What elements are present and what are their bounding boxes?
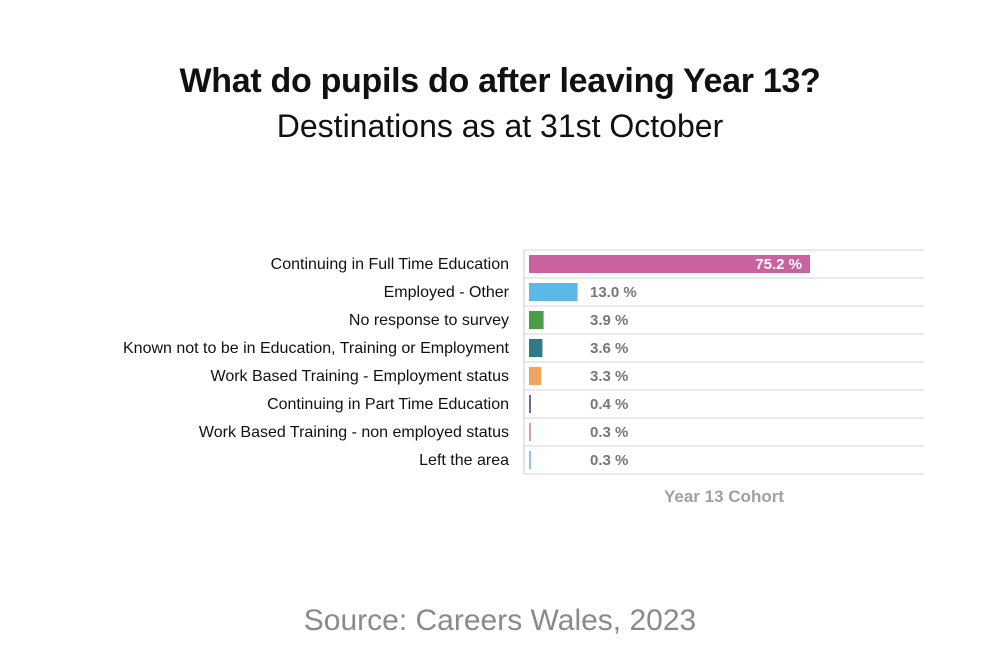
bar xyxy=(529,339,543,357)
data-label: 3.3 % xyxy=(590,368,628,385)
data-label: 3.6 % xyxy=(590,340,628,357)
category-label: Known not to be in Education, Training o… xyxy=(123,340,510,357)
category-label: Continuing in Part Time Education xyxy=(267,396,509,413)
chart-subtitle: Destinations as at 31st October xyxy=(276,108,724,144)
data-label: 3.9 % xyxy=(590,312,628,329)
category-label: Employed - Other xyxy=(384,284,510,301)
category-label: Left the area xyxy=(419,452,509,469)
source-note: Source: Careers Wales, 2023 xyxy=(303,604,697,637)
bar xyxy=(529,395,531,413)
category-label: Work Based Training - Employment status xyxy=(211,368,510,385)
bar-chart: Continuing in Full Time Education 75.2 % E… xyxy=(0,240,1000,520)
bar xyxy=(529,255,810,273)
category-label: No response to survey xyxy=(349,312,509,329)
x-axis-title: Year 13 Cohort xyxy=(664,487,784,506)
bar xyxy=(529,283,578,301)
category-label: Continuing in Full Time Education xyxy=(271,256,509,273)
data-label: 13.0 % xyxy=(590,284,637,301)
bar xyxy=(529,367,542,385)
data-label: 0.4 % xyxy=(590,396,628,413)
category-label: Work Based Training - non employed statu… xyxy=(199,424,509,441)
bar-chart-svg: Continuing in Full Time Education 75.2 % E… xyxy=(123,249,924,506)
bar xyxy=(529,311,544,329)
bar xyxy=(529,423,531,441)
data-label: 0.3 % xyxy=(590,424,628,441)
chart-title: What do pupils do after leaving Year 13? xyxy=(179,62,821,100)
bar xyxy=(529,451,531,469)
data-label: 0.3 % xyxy=(590,452,628,469)
data-label: 75.2 % xyxy=(755,256,802,273)
